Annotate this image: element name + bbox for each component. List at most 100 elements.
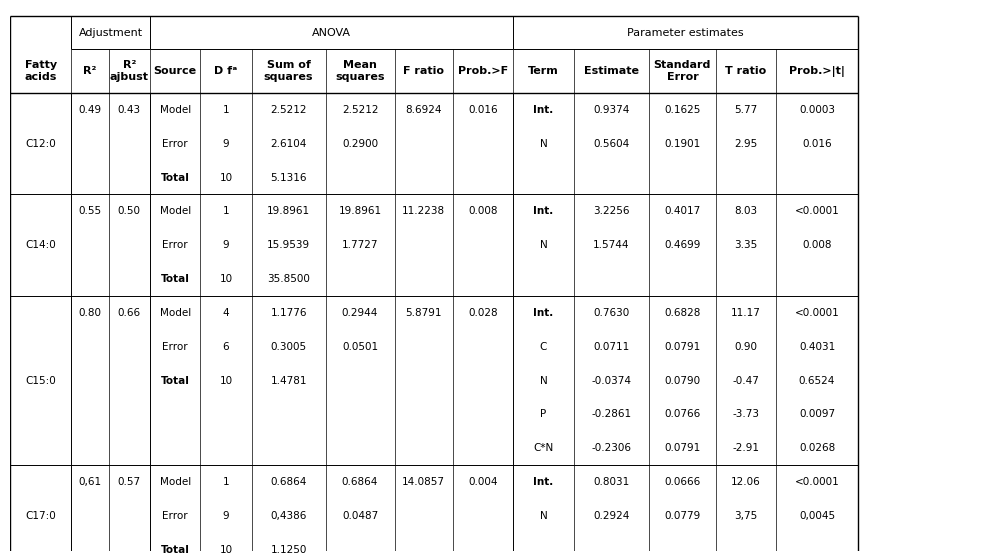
Text: 0.7630: 0.7630 (594, 308, 630, 318)
Text: F ratio: F ratio (403, 66, 444, 76)
Text: Model: Model (160, 206, 191, 216)
Text: 3.35: 3.35 (734, 240, 758, 250)
Text: 14.0857: 14.0857 (402, 477, 445, 487)
Text: -0.0374: -0.0374 (592, 375, 632, 385)
Text: 0.028: 0.028 (468, 308, 498, 318)
Text: R²: R² (83, 66, 97, 76)
Text: C15:0: C15:0 (25, 375, 56, 385)
Text: N: N (539, 375, 547, 385)
Text: 0.0487: 0.0487 (342, 511, 378, 521)
Text: 1: 1 (222, 206, 229, 216)
Text: 0.9374: 0.9374 (594, 105, 630, 115)
Text: 2.5212: 2.5212 (342, 105, 378, 115)
Text: 2.95: 2.95 (734, 139, 758, 149)
Text: 0.0779: 0.0779 (664, 511, 700, 521)
Text: Total: Total (161, 545, 190, 555)
Text: 9: 9 (222, 511, 229, 521)
Text: 0.0003: 0.0003 (799, 105, 835, 115)
Text: 10: 10 (219, 173, 232, 183)
Text: 12.06: 12.06 (731, 477, 761, 487)
Text: 19.8961: 19.8961 (338, 206, 381, 216)
Text: 0.0791: 0.0791 (664, 443, 700, 453)
Text: 9: 9 (222, 139, 229, 149)
Text: 10: 10 (219, 274, 232, 284)
Text: 8.03: 8.03 (734, 206, 758, 216)
Text: 0.0501: 0.0501 (342, 342, 378, 351)
Text: 11.17: 11.17 (731, 308, 761, 318)
Text: 0.2944: 0.2944 (342, 308, 378, 318)
Text: D fᵃ: D fᵃ (214, 66, 237, 76)
Text: C17:0: C17:0 (25, 511, 56, 521)
Text: ANOVA: ANOVA (312, 28, 351, 38)
Text: Int.: Int. (533, 308, 553, 318)
Text: 1.4781: 1.4781 (271, 375, 307, 385)
Text: 0.0790: 0.0790 (664, 375, 700, 385)
Text: Mean
squares: Mean squares (335, 60, 385, 82)
Text: 0.1625: 0.1625 (664, 105, 700, 115)
Text: Prob.>F: Prob.>F (458, 66, 508, 76)
Text: Model: Model (160, 105, 191, 115)
Text: T ratio: T ratio (725, 66, 767, 76)
Text: 1.1250: 1.1250 (271, 545, 307, 555)
Text: 0.0766: 0.0766 (664, 409, 700, 419)
Text: 1.5744: 1.5744 (594, 240, 630, 250)
Text: <0.0001: <0.0001 (795, 206, 839, 216)
Text: 9: 9 (222, 240, 229, 250)
Text: 0.004: 0.004 (468, 477, 498, 487)
Text: 11.2238: 11.2238 (402, 206, 446, 216)
Text: 0,4386: 0,4386 (271, 511, 307, 521)
Text: 0.0711: 0.0711 (594, 342, 630, 351)
Text: 10: 10 (219, 545, 232, 555)
Text: 0.0666: 0.0666 (664, 477, 700, 487)
Text: 0,0045: 0,0045 (799, 511, 835, 521)
Text: 6: 6 (222, 342, 229, 351)
Text: 3.2256: 3.2256 (594, 206, 630, 216)
Text: Estimate: Estimate (583, 66, 639, 76)
Text: 0.66: 0.66 (118, 308, 141, 318)
Text: 0.80: 0.80 (78, 308, 102, 318)
Text: 1: 1 (222, 105, 229, 115)
Text: Source: Source (154, 66, 197, 76)
Text: 0.8031: 0.8031 (594, 477, 630, 487)
Text: 1: 1 (222, 477, 229, 487)
Text: 0.008: 0.008 (802, 240, 832, 250)
Text: C12:0: C12:0 (25, 139, 56, 149)
Text: 0.2924: 0.2924 (594, 511, 630, 521)
Text: Total: Total (161, 173, 190, 183)
Text: -0.2306: -0.2306 (592, 443, 632, 453)
Text: -2.91: -2.91 (732, 443, 760, 453)
Text: 35.8500: 35.8500 (268, 274, 310, 284)
Text: Error: Error (162, 240, 188, 250)
Text: 0.6864: 0.6864 (271, 477, 307, 487)
Text: Int.: Int. (533, 105, 553, 115)
Text: -0.2861: -0.2861 (592, 409, 632, 419)
Text: 2.6104: 2.6104 (271, 139, 307, 149)
Text: Fatty
acids: Fatty acids (24, 60, 56, 82)
Text: N: N (539, 511, 547, 521)
Text: -0.47: -0.47 (732, 375, 760, 385)
Text: 0.5604: 0.5604 (594, 139, 630, 149)
Text: C*N: C*N (533, 443, 553, 453)
Text: 5.8791: 5.8791 (405, 308, 442, 318)
Text: 0.6864: 0.6864 (342, 477, 378, 487)
Text: Total: Total (161, 274, 190, 284)
Text: <0.0001: <0.0001 (795, 477, 839, 487)
Text: 0.3005: 0.3005 (271, 342, 307, 351)
Text: 0.008: 0.008 (468, 206, 498, 216)
Text: P: P (540, 409, 546, 419)
Text: 0.49: 0.49 (78, 105, 102, 115)
Text: Prob.>|t|: Prob.>|t| (789, 66, 845, 76)
Text: 2.5212: 2.5212 (271, 105, 307, 115)
Text: 0.57: 0.57 (118, 477, 141, 487)
Text: 5.77: 5.77 (734, 105, 758, 115)
Text: 0.0268: 0.0268 (799, 443, 835, 453)
Text: Model: Model (160, 477, 191, 487)
Text: 0.2900: 0.2900 (342, 139, 378, 149)
Text: 0.6524: 0.6524 (799, 375, 835, 385)
Text: 0.43: 0.43 (118, 105, 141, 115)
Text: Error: Error (162, 342, 188, 351)
Text: -3.73: -3.73 (732, 409, 760, 419)
Text: 0,61: 0,61 (78, 477, 102, 487)
Text: 5.1316: 5.1316 (271, 173, 307, 183)
Text: Error: Error (162, 139, 188, 149)
